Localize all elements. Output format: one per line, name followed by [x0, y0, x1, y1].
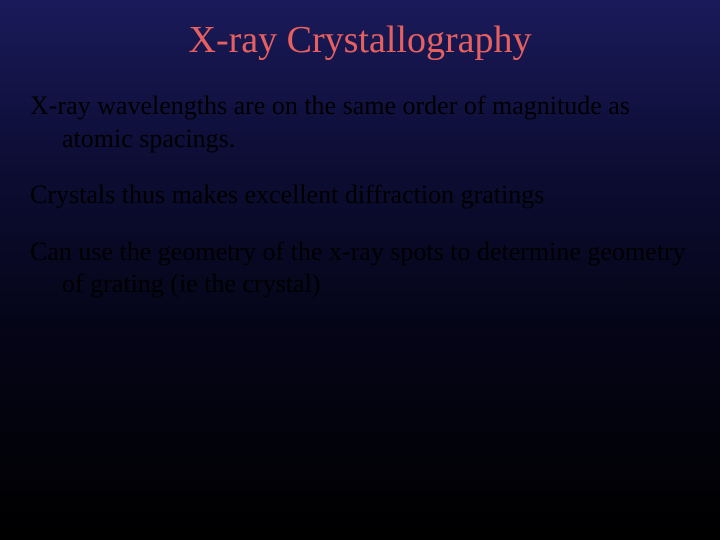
paragraph-1: X-ray wavelengths are on the same order … [30, 90, 690, 155]
paragraph-2: Crystals thus makes excellent diffractio… [30, 179, 690, 212]
paragraph-3: Can use the geometry of the x-ray spots … [30, 236, 690, 301]
slide-title: X-ray Crystallography [30, 18, 690, 62]
slide-container: X-ray Crystallography X-ray wavelengths … [0, 0, 720, 540]
